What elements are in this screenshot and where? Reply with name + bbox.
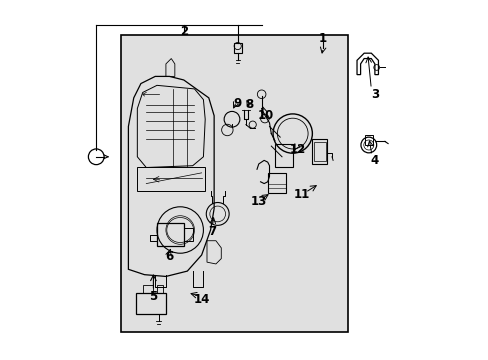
Text: 5: 5 <box>149 289 157 303</box>
Text: 14: 14 <box>193 293 209 306</box>
Bar <box>157 285 163 293</box>
Text: 8: 8 <box>245 99 253 112</box>
Bar <box>365 135 372 145</box>
Text: 7: 7 <box>208 225 216 238</box>
Bar <box>274 144 292 167</box>
Text: 2: 2 <box>180 25 187 38</box>
Text: 4: 4 <box>370 154 378 167</box>
Bar <box>313 142 325 161</box>
Text: 9: 9 <box>233 97 241 110</box>
Text: 12: 12 <box>289 143 305 156</box>
Bar <box>142 285 153 293</box>
Text: 1: 1 <box>318 32 326 45</box>
Bar <box>121 35 347 332</box>
Text: 6: 6 <box>165 250 173 263</box>
Text: 13: 13 <box>250 195 266 208</box>
Text: 3: 3 <box>370 88 378 101</box>
Bar <box>183 228 192 241</box>
Bar <box>135 293 165 314</box>
Bar <box>157 223 183 246</box>
Bar <box>233 43 241 53</box>
Text: 11: 11 <box>293 188 309 201</box>
Bar <box>267 173 285 193</box>
Text: 10: 10 <box>257 109 273 122</box>
